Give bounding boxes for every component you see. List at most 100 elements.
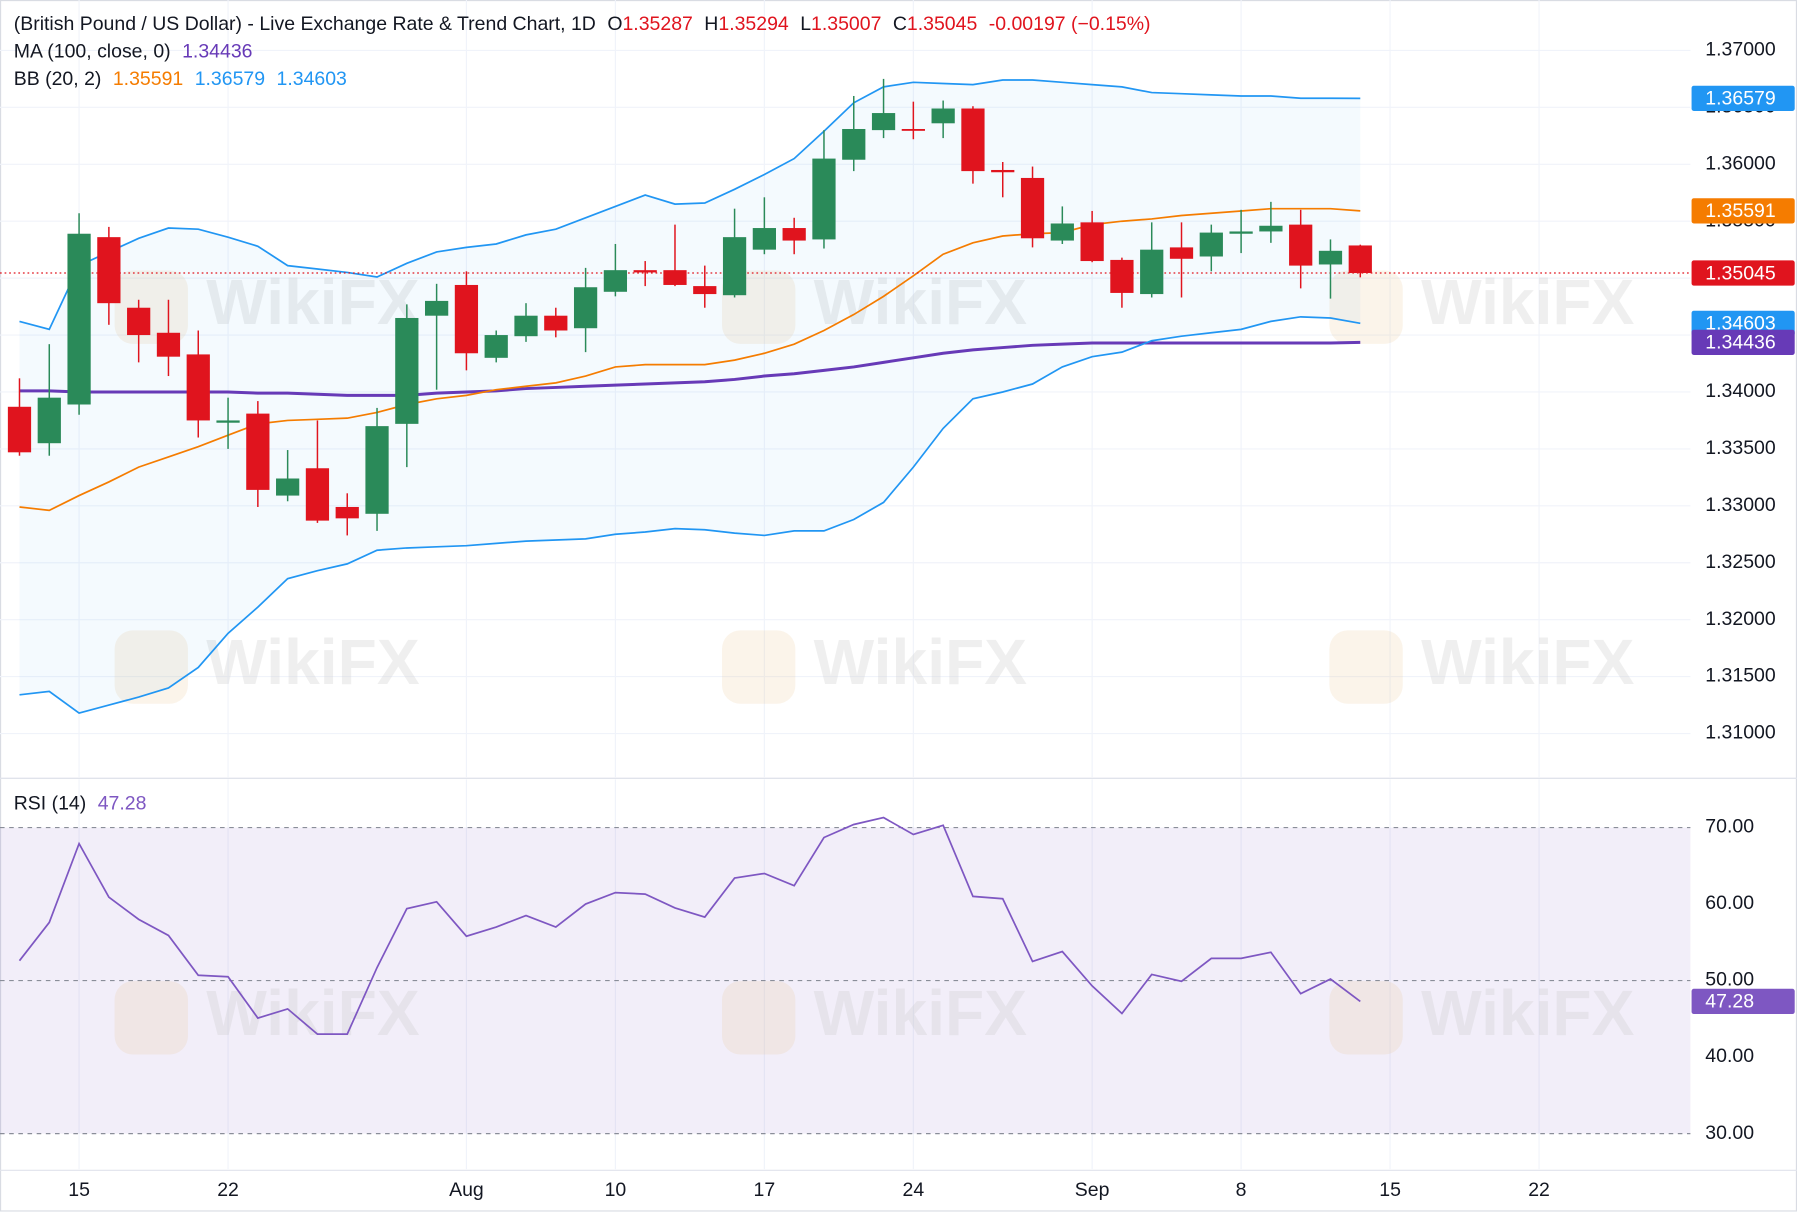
legend-rsi: RSI (14) 47.28 xyxy=(14,793,147,815)
y-tick-label: 1.34000 xyxy=(1705,380,1776,402)
candle-body xyxy=(1169,247,1194,259)
x-tick-label: 17 xyxy=(754,1179,776,1201)
candle-body xyxy=(931,108,955,124)
candle-body xyxy=(991,169,1015,173)
price-badge-label: 1.35045 xyxy=(1705,262,1776,284)
label-layer: (British Pound / US Dollar) - Live Excha… xyxy=(14,13,1795,1201)
candle-body xyxy=(67,233,91,405)
watermark-icon xyxy=(114,630,188,704)
watermark-icon xyxy=(1329,630,1403,704)
candle-body xyxy=(1259,225,1283,232)
candle-body xyxy=(1199,232,1223,257)
candle-body xyxy=(365,426,389,514)
background-layer: WikiFX WikiFX WikiFX WikiFX WikiFX WikiFX Wiki… xyxy=(0,0,1797,1171)
watermark: WikiFX xyxy=(206,626,420,698)
candle-body xyxy=(1020,177,1045,239)
candle-body xyxy=(573,287,598,329)
legend-value: 47.28 xyxy=(98,793,147,815)
legend-name: BB (20, 2) xyxy=(14,68,102,90)
change: -0.00197 (−0.15%) xyxy=(989,13,1151,35)
candle-body xyxy=(97,237,121,304)
x-tick-label: 15 xyxy=(68,1179,90,1201)
candle-body xyxy=(127,307,151,336)
watermark: WikiFX xyxy=(814,266,1028,338)
y-tick-label: 1.31500 xyxy=(1705,665,1776,687)
y-tick-label: 1.36000 xyxy=(1705,152,1776,174)
ohlc-value: 1.35007 xyxy=(811,13,881,35)
price-badge-label: 47.28 xyxy=(1705,991,1754,1013)
candle-body xyxy=(871,113,896,131)
price-badge xyxy=(1691,310,1795,336)
watermark: WikiFX xyxy=(814,977,1028,1049)
legend-bb: BB (20, 2) 1.35591 1.36579 1.34603 xyxy=(14,68,347,90)
ohlc-label: O xyxy=(607,13,622,35)
price-badge-label: 1.36579 xyxy=(1705,88,1775,110)
candle-body xyxy=(276,478,300,496)
ohlc-value: 1.35287 xyxy=(622,13,692,35)
x-tick-label: 22 xyxy=(1528,1179,1550,1201)
candle-body xyxy=(752,228,776,250)
plot-layer xyxy=(0,78,1691,1036)
legend-value: 1.34603 xyxy=(277,68,347,90)
y-tick-label: 70.00 xyxy=(1705,816,1754,838)
candle-body xyxy=(1318,250,1343,265)
legend-name: MA (100, close, 0) xyxy=(14,41,171,63)
candle-body xyxy=(216,420,240,423)
candle-body xyxy=(335,506,359,519)
ohlc-value: 1.35294 xyxy=(718,13,789,35)
candle-body xyxy=(1140,249,1164,295)
y-tick-label: 60.00 xyxy=(1705,892,1754,914)
y-tick-label: 1.33500 xyxy=(1705,437,1776,459)
candle-body xyxy=(37,397,61,444)
price-badge xyxy=(1691,198,1795,224)
candle-body xyxy=(603,270,628,292)
y-tick-label: 1.37000 xyxy=(1705,39,1776,61)
candle-body xyxy=(782,228,806,241)
watermark: WikiFX xyxy=(1421,266,1635,338)
x-tick-label: Sep xyxy=(1075,1179,1110,1201)
x-tick-label: 10 xyxy=(605,1179,627,1201)
legend-value: 1.36579 xyxy=(195,68,265,90)
candle-body xyxy=(663,270,687,285)
watermark: WikiFX xyxy=(206,266,420,338)
candle-body xyxy=(722,237,747,296)
watermark: WikiFX xyxy=(1421,626,1635,698)
legend-value: 1.34436 xyxy=(182,41,252,63)
candle-body xyxy=(454,284,479,354)
candle-body xyxy=(1050,223,1074,241)
x-tick-label: 22 xyxy=(217,1179,239,1201)
watermark: WikiFX xyxy=(814,626,1028,698)
candle-body xyxy=(842,128,866,160)
ohlc-label: L xyxy=(800,13,811,35)
rsi-line xyxy=(18,816,1361,1036)
bb-line xyxy=(19,79,1361,331)
watermark: WikiFX xyxy=(206,977,420,1049)
candle-body xyxy=(156,332,181,357)
watermark-icon xyxy=(1329,270,1403,344)
y-tick-label: 1.32000 xyxy=(1705,608,1776,630)
watermark-icon xyxy=(1329,981,1403,1055)
candle-body xyxy=(1229,231,1253,234)
candle-body xyxy=(961,108,985,172)
price-badge xyxy=(1691,329,1795,355)
price-badge-label: 1.34603 xyxy=(1705,313,1775,335)
candle-body xyxy=(395,317,419,424)
price-badge xyxy=(1691,85,1795,111)
legend-ma: MA (100, close, 0) 1.34436 xyxy=(14,41,253,63)
candle-body xyxy=(1080,222,1104,262)
legend-value: 1.35591 xyxy=(113,68,183,90)
y-tick-label: 50.00 xyxy=(1705,969,1754,991)
candle-body xyxy=(186,354,210,421)
candle-body xyxy=(305,468,330,521)
y-tick-label: 40.00 xyxy=(1705,1045,1754,1067)
candle-body xyxy=(425,300,449,316)
candle-body xyxy=(901,128,925,131)
watermark-icon xyxy=(114,981,188,1055)
x-tick-label: Aug xyxy=(449,1179,484,1201)
x-tick-label: 24 xyxy=(903,1179,925,1201)
candle-body xyxy=(484,335,508,358)
price-badge xyxy=(1691,260,1795,286)
